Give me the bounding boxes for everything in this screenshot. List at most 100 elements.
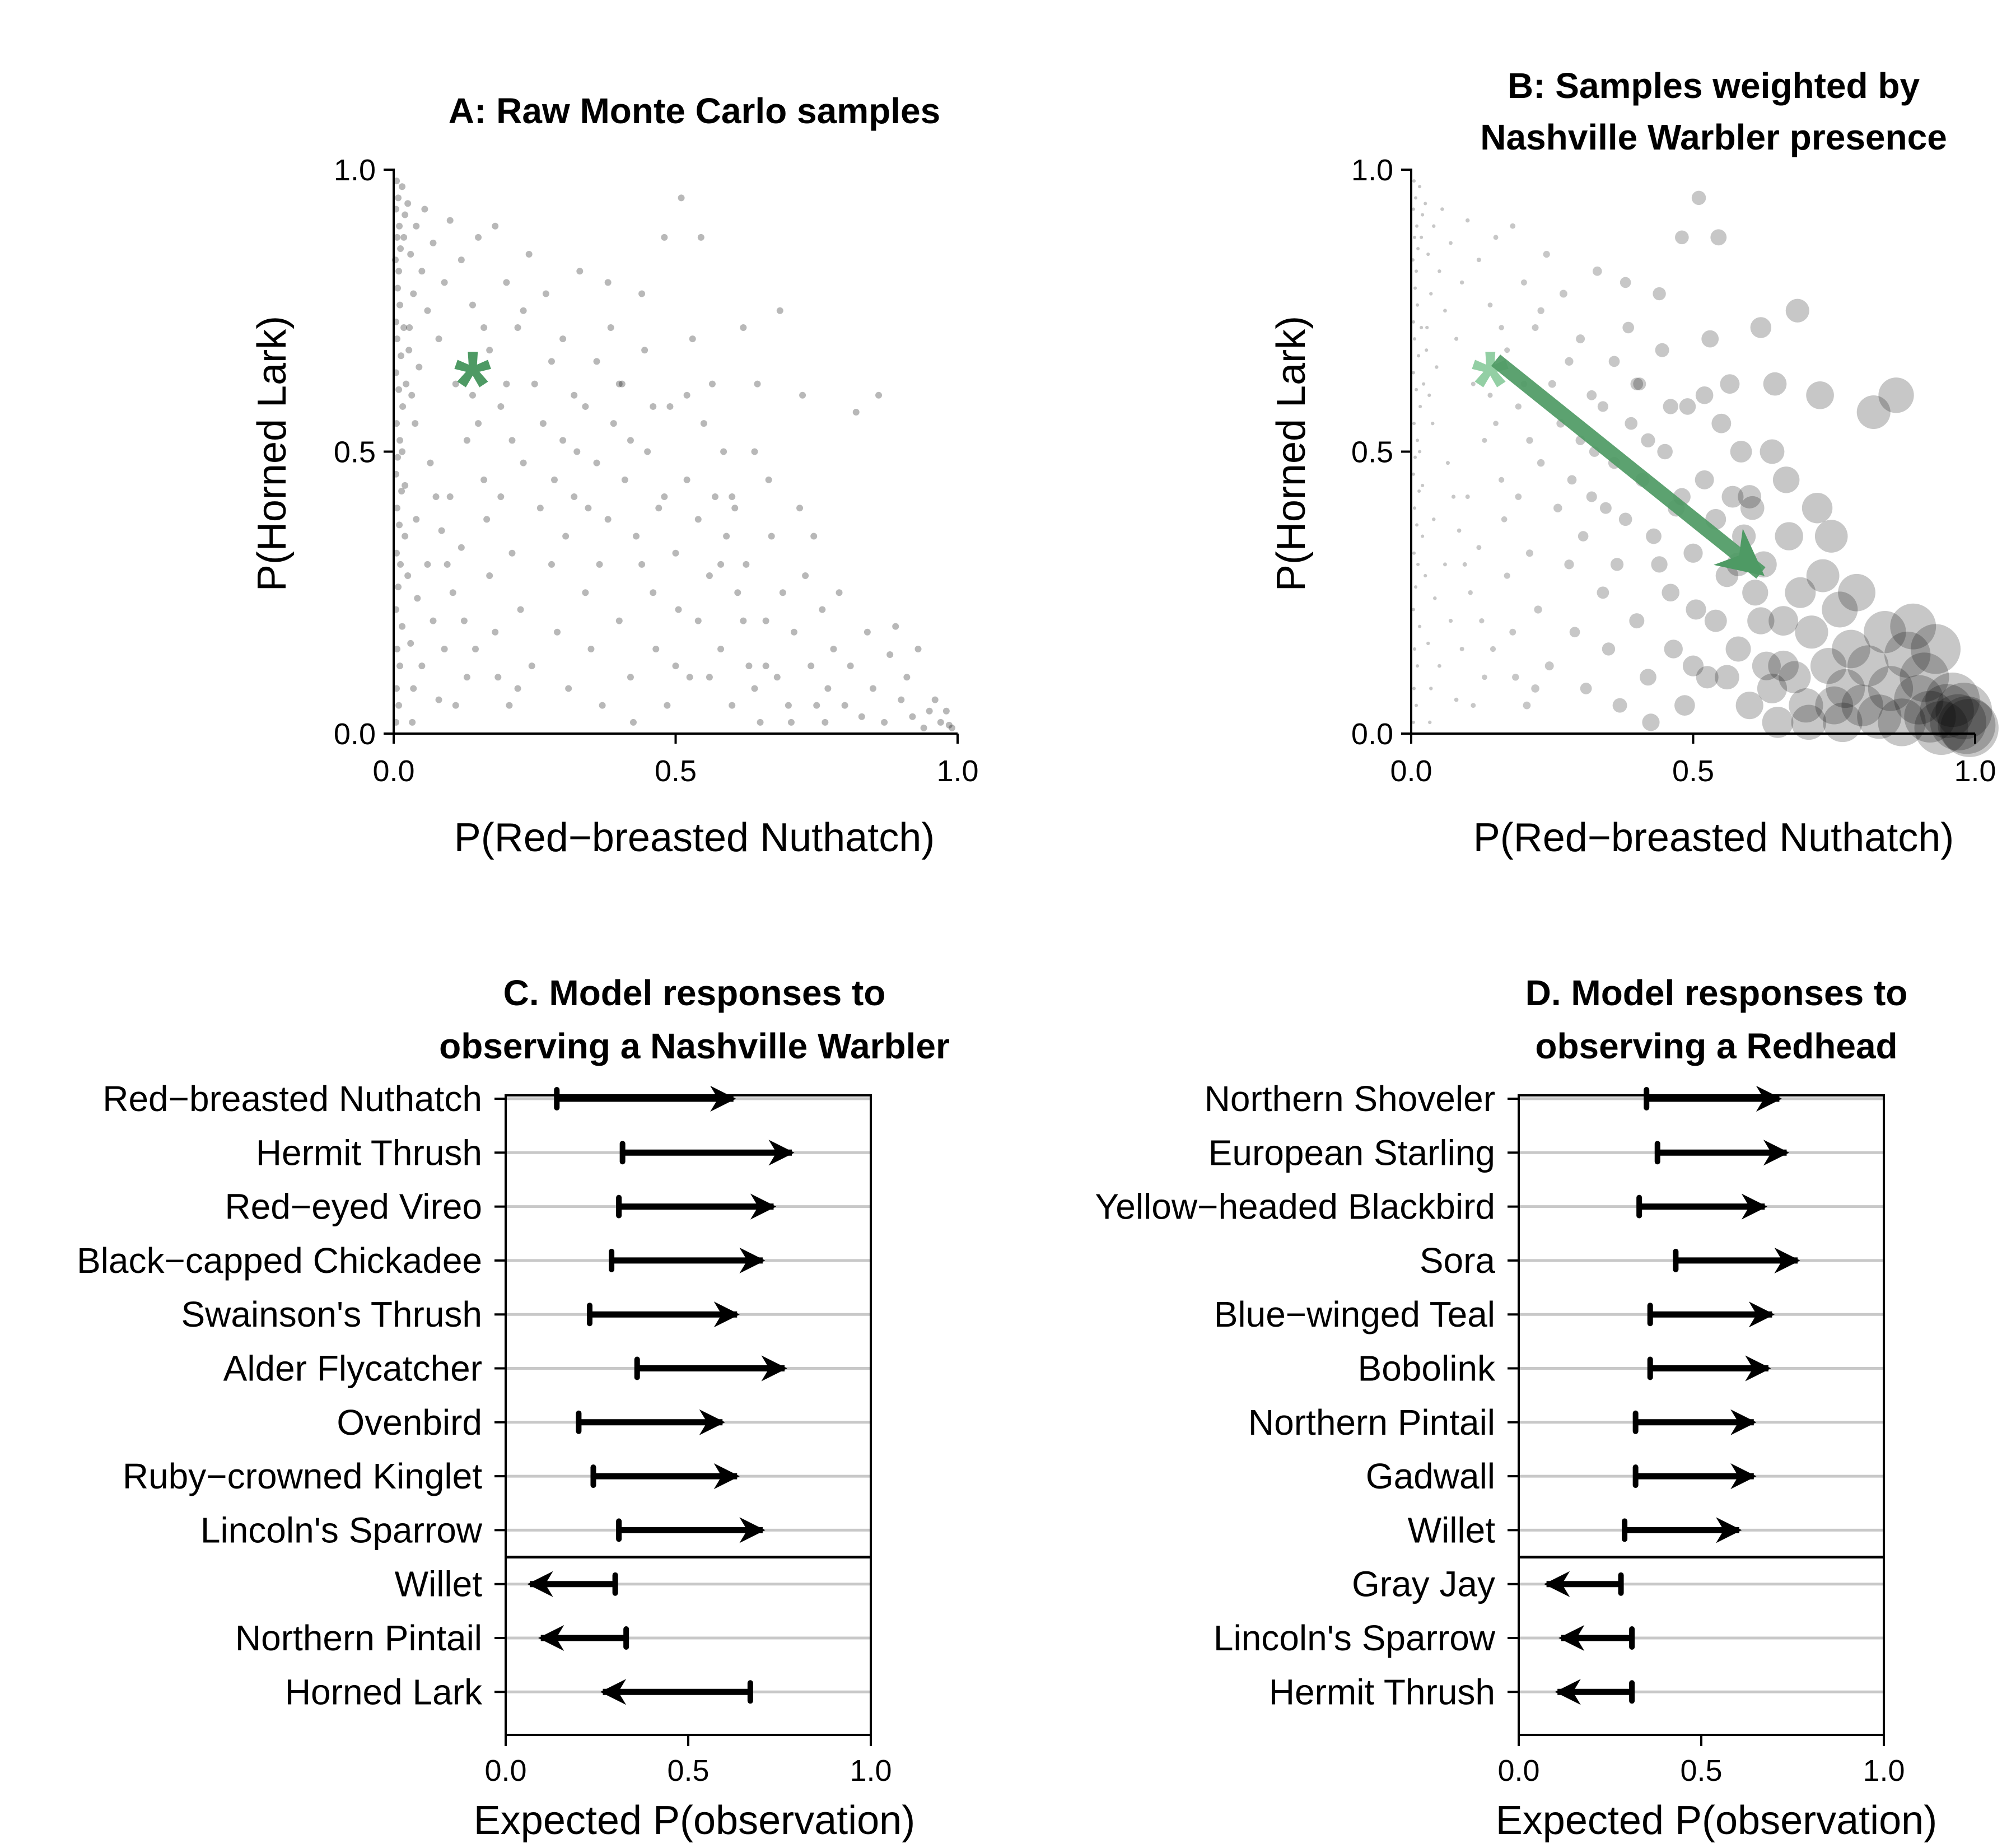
sample-point <box>819 606 826 613</box>
sample-point <box>824 685 832 692</box>
sample-point <box>768 533 775 540</box>
weighted-sample-point <box>1894 675 1944 725</box>
panel-b-axes: 0.0 0.5 1.0 0.0 0.5 1.0 <box>1351 153 1996 788</box>
sample-point <box>559 335 567 343</box>
sample-point <box>395 194 402 202</box>
weighted-sample-point <box>1785 298 1809 323</box>
sample-point <box>402 482 409 489</box>
panel-a-y-tick-label: 0.5 <box>334 436 376 469</box>
weighted-sample-point <box>1710 229 1727 246</box>
sample-point <box>762 662 769 670</box>
sample-point <box>650 589 657 596</box>
sample-point <box>638 290 646 297</box>
sample-point <box>441 645 448 652</box>
panel-b-y-tick-label: 1.0 <box>1351 153 1393 187</box>
panel-d-category-label: Northern Shoveler <box>1205 1079 1495 1119</box>
sample-point <box>785 702 792 709</box>
sample-point <box>920 724 927 731</box>
sample-point <box>757 718 764 726</box>
sample-point <box>472 645 479 652</box>
weighted-sample-point <box>1856 395 1891 430</box>
weighted-sample-point <box>1569 627 1580 638</box>
panel-a: A: Raw Monte Carlo samples 0.0 0.5 1.00.00… <box>250 91 979 860</box>
weighted-sample-point <box>1662 584 1680 602</box>
sample-point <box>810 533 818 540</box>
sample-point <box>480 476 488 483</box>
weighted-sample-point <box>1443 309 1447 313</box>
sample-point <box>751 448 758 455</box>
weighted-sample-point <box>1415 703 1418 707</box>
sample-point <box>517 606 524 613</box>
weighted-sample-point <box>1432 517 1436 521</box>
weighted-sample-point <box>1431 421 1435 426</box>
weighted-sample-point <box>1465 218 1470 223</box>
weighted-sample-point <box>1438 269 1441 273</box>
sample-point <box>497 493 505 501</box>
weighted-sample-point <box>1629 613 1645 629</box>
weighted-sample-point <box>1735 692 1763 720</box>
sample-point <box>886 651 894 659</box>
sample-point <box>444 561 451 568</box>
panel-c-category-label: Ovenbird <box>337 1402 482 1443</box>
sample-point <box>503 279 510 286</box>
sample-point <box>394 505 401 512</box>
sample-point <box>452 702 459 709</box>
sample-point <box>683 476 690 483</box>
panel-d-category-label: Gadwall <box>1366 1456 1495 1496</box>
sample-point <box>745 662 753 670</box>
weighted-sample-point <box>1663 399 1678 414</box>
panel-c-x-tick-label: 0.5 <box>667 1754 709 1788</box>
panel-d-category-label: Bobolink <box>1358 1348 1496 1389</box>
sample-point <box>396 301 404 309</box>
sample-point <box>414 595 421 602</box>
weighted-sample-point <box>1610 558 1624 571</box>
sample-point <box>740 324 747 331</box>
weighted-sample-point <box>1597 586 1609 599</box>
panel-b: B: Samples weighted by Nashville Warbler … <box>1269 66 1999 860</box>
weighted-sample-point <box>1520 279 1527 286</box>
weighted-sample-point <box>1878 377 1914 413</box>
sample-point <box>776 307 783 314</box>
weighted-sample-point <box>1416 303 1420 307</box>
sample-point <box>397 561 404 568</box>
sample-point <box>394 234 401 241</box>
sample-point <box>480 324 488 331</box>
sample-point <box>948 724 955 731</box>
weighted-sample-point <box>1640 669 1656 686</box>
sample-point <box>945 721 953 729</box>
weighted-sample-point <box>1412 551 1416 555</box>
sample-point <box>723 533 730 540</box>
weighted-sample-point <box>1413 455 1417 459</box>
weighted-sample-point <box>1686 599 1706 620</box>
weighted-sample-point <box>1482 674 1487 680</box>
weighted-sample-point <box>1868 666 1914 711</box>
weighted-sample-point <box>1772 466 1800 493</box>
sample-point <box>672 662 679 670</box>
weighted-sample-point <box>1674 695 1695 716</box>
sample-point <box>404 572 412 580</box>
sample-point <box>678 194 685 202</box>
panel-c-category-label: Northern Pintail <box>235 1618 482 1658</box>
sample-point <box>571 493 578 501</box>
sample-point <box>942 707 950 715</box>
sample-point <box>802 572 809 580</box>
weighted-sample-point <box>1704 609 1727 632</box>
sample-point <box>830 645 837 652</box>
panel-c-category-label: Horned Lark <box>285 1672 483 1712</box>
sample-point <box>694 617 702 624</box>
sample-point <box>469 391 476 399</box>
sample-point <box>400 234 408 241</box>
sample-point <box>720 448 727 455</box>
sample-point <box>410 290 417 297</box>
weighted-sample-point <box>1785 577 1816 608</box>
weighted-sample-point <box>1412 687 1416 690</box>
weighted-sample-point <box>1586 390 1597 400</box>
sample-point <box>734 589 741 596</box>
panel-c-x-tick-label: 0.0 <box>484 1754 526 1788</box>
sample-point <box>408 391 416 399</box>
weighted-sample-point <box>1938 696 1996 754</box>
sample-point <box>398 352 405 360</box>
sample-point <box>841 702 848 709</box>
weighted-sample-point <box>1567 475 1577 485</box>
